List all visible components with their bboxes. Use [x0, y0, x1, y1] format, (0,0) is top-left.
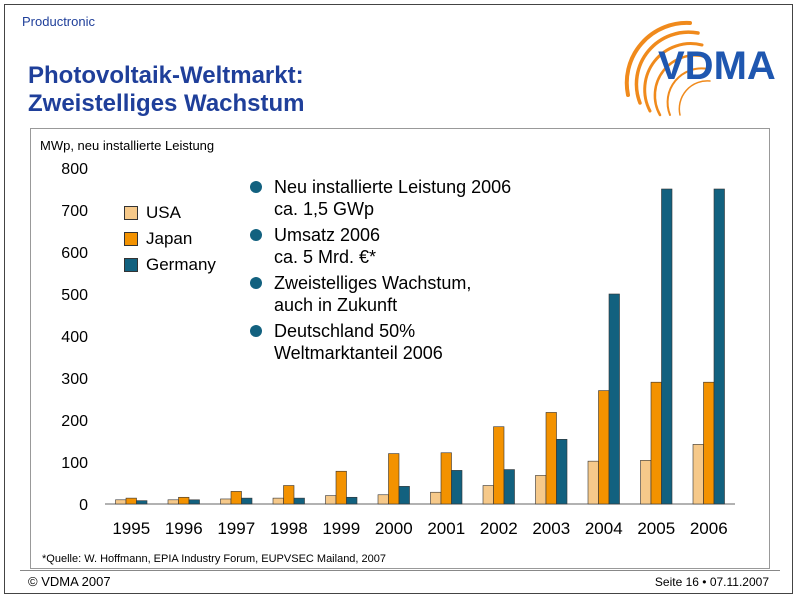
logo-arcs-icon [624, 20, 711, 117]
bar-germany [346, 496, 358, 505]
bullet-line-1: Neu installierte Leistung 2006 [274, 177, 512, 197]
y-tick-label: 300 [61, 371, 88, 388]
bar-germany [136, 500, 148, 505]
x-tick-label: 1996 [165, 519, 203, 538]
bar-usa [377, 494, 389, 505]
bullet-line-2: auch in Zukunft [274, 295, 398, 315]
bar-japan [283, 485, 295, 505]
title-line-1: Photovoltaik-Weltmarkt: [28, 62, 304, 89]
brand-label: Productronic [22, 14, 95, 29]
bar-usa [220, 498, 232, 505]
bullet-item: Neu installierte Leistung 2006 ca. 1,5 G… [250, 176, 511, 220]
x-tick-label: 2006 [690, 519, 728, 538]
bullet-item: Umsatz 2006 ca. 5 Mrd. €* [250, 224, 511, 268]
y-tick-label: 400 [61, 329, 88, 346]
slide-frame [4, 4, 793, 594]
bar-japan [388, 453, 400, 505]
bar-japan [703, 381, 715, 505]
chart-legend: USA Japan Germany [114, 198, 219, 278]
bullet-line-1: Umsatz 2006 [274, 225, 381, 245]
bar-japan [178, 496, 190, 505]
bullet-line-1: Zweistelliges Wachstum, [274, 273, 472, 293]
legend-label-usa: USA [146, 203, 181, 222]
bullet-line-2: ca. 5 Mrd. €* [274, 247, 377, 267]
bar-usa [325, 495, 337, 505]
legend-swatch-usa [124, 206, 138, 220]
x-tick-label: 1998 [270, 519, 308, 538]
bar-usa [640, 460, 652, 505]
x-tick-label: 2005 [637, 519, 675, 538]
legend-swatch-japan [124, 232, 138, 246]
x-tick-label: 2004 [585, 519, 623, 538]
bar-usa [115, 499, 127, 505]
bullet-item: Zweistelliges Wachstum, auch in Zukunft [250, 272, 511, 316]
y-tick-label: 100 [61, 455, 88, 472]
bullet-line-1: Deutschland 50% [274, 321, 416, 341]
x-tick-label: 2000 [375, 519, 413, 538]
bar-japan [545, 412, 557, 505]
bar-usa [272, 497, 284, 505]
bar-usa [482, 485, 494, 505]
x-tick-label: 2001 [427, 519, 465, 538]
bar-germany [241, 497, 253, 505]
source-footnote: *Quelle: W. Hoffmann, EPIA Industry Foru… [42, 553, 387, 565]
y-tick-label: 800 [61, 161, 88, 178]
logo-text: VDMA [658, 44, 776, 88]
bullet-item: Deutschland 50% Weltmarktanteil 2006 [250, 320, 511, 364]
y-tick-label: 700 [61, 203, 88, 220]
bar-germany [661, 188, 673, 505]
footer-copyright: © VDMA 2007 [28, 574, 111, 589]
bar-japan [125, 497, 137, 505]
chart-y-label: MWp, neu installierte Leistung [40, 138, 215, 153]
legend-item-germany: Germany [124, 254, 216, 276]
title-line-2: Zweistelliges Wachstum [28, 90, 305, 117]
bar-germany [713, 188, 725, 505]
legend-item-japan: Japan [124, 228, 192, 250]
x-tick-label: 1995 [112, 519, 150, 538]
bar-japan [230, 491, 242, 505]
footer-page-info: Seite 16 • 07.11.2007 [654, 575, 769, 589]
bar-germany [503, 469, 515, 505]
footer-divider [20, 570, 780, 571]
bar-usa [587, 460, 599, 505]
bar-germany [398, 486, 410, 505]
bar-germany [188, 499, 200, 505]
bar-japan [493, 426, 505, 505]
bar-germany [293, 497, 305, 505]
legend-item-usa: USA [124, 202, 181, 224]
x-tick-label: 2002 [480, 519, 518, 538]
bar-usa [167, 499, 179, 505]
y-tick-label: 500 [61, 287, 88, 304]
bar-usa [535, 475, 547, 505]
bullet-dot-icon [250, 229, 262, 241]
x-tick-label: 2003 [532, 519, 570, 538]
bar-japan [650, 381, 662, 505]
bullet-dot-icon [250, 181, 262, 193]
y-tick-label: 600 [61, 245, 88, 262]
bar-germany [608, 293, 620, 505]
y-tick-label: 200 [61, 413, 88, 430]
legend-label-germany: Germany [146, 255, 216, 274]
vdma-logo: VDMA [624, 20, 776, 117]
bullet-line-2: ca. 1,5 GWp [274, 199, 375, 219]
bullet-list: Neu installierte Leistung 2006 ca. 1,5 G… [250, 176, 511, 368]
bullet-dot-icon [250, 277, 262, 289]
legend-label-japan: Japan [146, 229, 193, 248]
page-title: Photovoltaik-Weltmarkt: Zweistelliges Wa… [28, 62, 305, 118]
bar-japan [440, 452, 452, 505]
x-tick-label: 1999 [322, 519, 360, 538]
bar-usa [430, 491, 442, 505]
bullet-dot-icon [250, 325, 262, 337]
bar-japan [335, 470, 347, 505]
y-tick-label: 0 [79, 497, 88, 514]
x-tick-label: 1997 [217, 519, 255, 538]
bar-germany [556, 439, 568, 505]
legend-swatch-germany [124, 258, 138, 272]
bar-germany [451, 470, 463, 505]
bar-usa [692, 444, 704, 505]
bar-japan [598, 390, 610, 505]
bullet-line-2: Weltmarktanteil 2006 [274, 343, 443, 363]
